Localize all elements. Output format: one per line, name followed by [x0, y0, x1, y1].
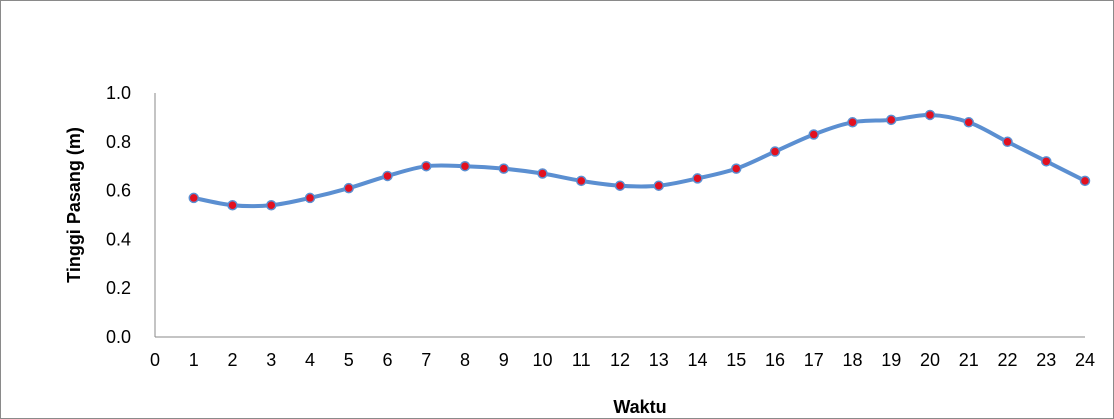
y-tick-label: 0.0 [106, 327, 131, 347]
x-tick-label: 21 [959, 350, 979, 370]
data-point [653, 180, 664, 191]
data-point [421, 160, 432, 172]
y-tick-labels: 0.0 0.2 0.4 0.6 0.8 1.0 [106, 83, 131, 347]
data-point [537, 168, 548, 179]
x-tick-label: 17 [804, 350, 824, 370]
axes [154, 93, 1085, 338]
y-tick-label: 0.6 [106, 181, 131, 201]
x-tick-label: 15 [726, 350, 746, 370]
x-tick-label: 6 [382, 350, 392, 370]
x-tick-label: 0 [150, 350, 160, 370]
data-point [227, 199, 238, 211]
x-tick-label: 23 [1036, 350, 1056, 370]
x-tick-label: 14 [687, 350, 707, 370]
data-point [382, 170, 393, 182]
series-line [193, 112, 1086, 209]
data-point [963, 117, 974, 128]
data-point [343, 182, 354, 194]
series-line-group [193, 112, 1086, 209]
data-point [886, 114, 897, 126]
x-tick-label: 19 [881, 350, 901, 370]
x-tick-label: 9 [499, 350, 509, 370]
x-tick-label: 20 [920, 350, 940, 370]
x-tick-labels: 0 1 2 3 4 5 6 7 8 9 10 11 12 13 14 15 16 17 18 19 20 21 22 23 24 [150, 350, 1095, 370]
data-point [304, 192, 316, 204]
y-tick-label: 0.4 [106, 229, 131, 249]
x-tick-label: 12 [610, 350, 630, 370]
data-point [1079, 175, 1091, 187]
data-point [731, 163, 742, 174]
x-tick-label: 2 [227, 350, 237, 370]
x-tick-label: 18 [842, 350, 862, 370]
data-point [188, 192, 199, 204]
data-point [266, 199, 277, 211]
x-tick-label: 24 [1075, 350, 1095, 370]
data-point [769, 146, 781, 157]
x-tick-label: 10 [532, 350, 552, 370]
x-tick-label: 3 [266, 350, 276, 370]
data-point [1002, 136, 1013, 148]
x-tick-label: 16 [765, 350, 785, 370]
data-point [808, 129, 819, 140]
x-tick-label: 22 [997, 350, 1017, 370]
y-axis-title: Tinggi Pasang (m) [64, 127, 84, 283]
data-point [692, 173, 703, 184]
data-point [498, 163, 509, 174]
y-tick-label: 0.8 [106, 132, 131, 152]
x-tick-label: 1 [189, 350, 199, 370]
data-point [459, 160, 471, 172]
x-tick-label: 13 [649, 350, 669, 370]
data-point [614, 180, 626, 191]
y-tick-label: 0.2 [106, 278, 131, 298]
data-point-markers [188, 109, 1091, 211]
x-tick-label: 4 [305, 350, 315, 370]
data-point [576, 175, 587, 187]
x-tick-label: 7 [421, 350, 431, 370]
data-point [924, 109, 936, 121]
x-tick-label: 5 [344, 350, 354, 370]
x-axis-title: Waktu [613, 397, 666, 417]
data-point [1041, 156, 1052, 167]
x-tick-label: 11 [572, 350, 591, 370]
x-tick-label: 8 [460, 350, 470, 370]
data-point [847, 117, 858, 128]
y-tick-label: 1.0 [106, 83, 131, 103]
